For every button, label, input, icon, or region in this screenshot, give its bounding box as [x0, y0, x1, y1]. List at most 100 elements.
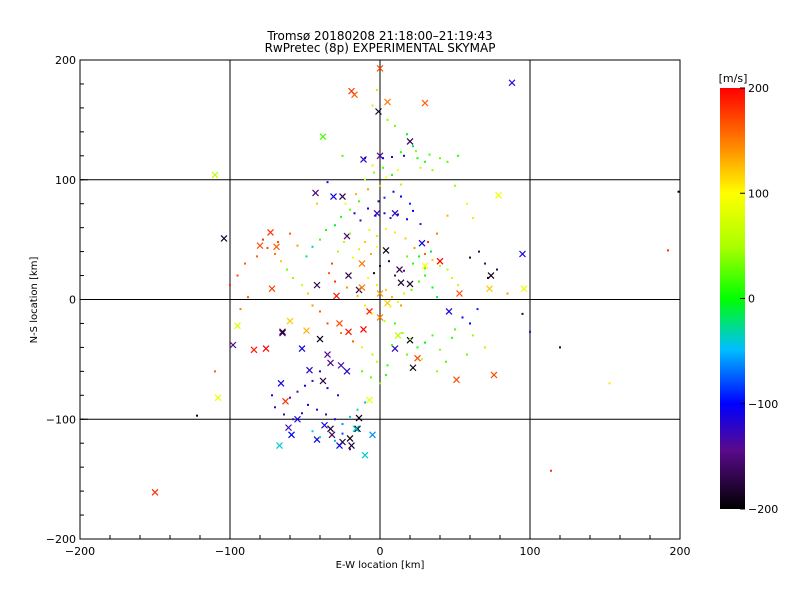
data-point-dot — [400, 151, 402, 154]
data-point-dot — [376, 284, 378, 287]
data-point-cross — [268, 285, 276, 293]
data-point-dot — [457, 284, 459, 287]
data-point-cross — [346, 434, 354, 442]
data-point-cross — [358, 284, 366, 291]
data-point-dot — [559, 346, 561, 349]
data-point-cross — [445, 308, 453, 315]
data-point-cross — [406, 138, 414, 145]
data-point-dot — [377, 200, 380, 203]
data-point-dot — [389, 217, 392, 220]
colorbar-tick-label: 0 — [748, 293, 755, 306]
data-point-cross — [321, 421, 328, 429]
data-point-dot — [344, 202, 347, 205]
chart-title: Tromsø 20180208 21:18:00–21:19:43 — [266, 29, 492, 43]
y-tick-label: 200 — [55, 54, 76, 67]
data-point-cross — [519, 250, 526, 258]
data-point-cross — [376, 314, 384, 321]
data-point-dot — [229, 284, 231, 287]
x-tick-label: 100 — [520, 545, 541, 558]
data-point-dot — [331, 262, 333, 265]
data-point-cross — [520, 285, 528, 293]
data-point-cross — [421, 262, 429, 270]
data-point-cross — [382, 246, 390, 254]
data-point-dot — [439, 264, 441, 267]
data-point-dot — [415, 150, 417, 153]
grid-lines — [80, 60, 680, 539]
data-point-cross — [360, 326, 367, 333]
data-point-dot — [424, 341, 426, 344]
data-point-dot — [667, 249, 669, 252]
data-point-cross — [421, 99, 429, 107]
data-point-dot — [439, 348, 441, 351]
data-point-cross — [343, 367, 351, 375]
data-point-dot — [341, 432, 344, 435]
data-point-cross — [376, 290, 384, 297]
data-point-dot — [385, 227, 387, 230]
colorbar-tick-label: −100 — [748, 398, 778, 411]
data-point-cross — [414, 354, 421, 362]
data-point-dot — [304, 384, 306, 387]
data-point-dot — [341, 423, 344, 426]
data-point-dot — [379, 382, 381, 385]
data-point-dot — [292, 418, 294, 421]
y-axis-ticks: −200 −100 0 100 200 — [46, 54, 88, 546]
data-point-dot — [283, 413, 285, 416]
x-axis-label: E-W location [km] — [336, 560, 425, 571]
data-point-cross — [354, 425, 361, 433]
data-point-dot — [461, 316, 464, 319]
data-point-dot — [292, 276, 294, 279]
data-point-dot — [359, 219, 362, 222]
y-tick-label: −200 — [46, 533, 76, 546]
data-point-dot — [608, 382, 611, 385]
data-point-dot — [469, 322, 471, 325]
chart-subtitle: RwPretec (8p) EXPERIMENTAL SKYMAP — [265, 41, 496, 55]
data-point-dot — [446, 268, 449, 271]
data-point-dot — [431, 334, 434, 337]
data-point-dot — [386, 118, 389, 121]
data-point-dot — [316, 202, 318, 205]
data-point-dot — [400, 304, 402, 307]
data-point-cross — [339, 193, 346, 200]
data-point-dot — [364, 157, 366, 160]
data-point-cross — [336, 320, 343, 327]
data-point-dot — [266, 247, 269, 250]
data-point-cross — [306, 366, 313, 374]
data-point-dot — [364, 241, 366, 244]
data-point-dot — [371, 353, 374, 356]
data-point-dot — [419, 166, 422, 169]
data-point-dot — [430, 250, 432, 253]
data-point-cross — [394, 332, 402, 339]
data-point-cross — [333, 292, 340, 300]
data-point-dot — [506, 292, 509, 295]
data-point-dot — [445, 360, 447, 363]
data-point-cross — [418, 239, 426, 247]
data-point-dot — [401, 332, 404, 335]
data-point-dot — [356, 294, 359, 297]
data-point-dot — [469, 256, 471, 259]
data-point-dot — [379, 184, 381, 187]
data-point-dot — [521, 312, 524, 315]
data-point-dot — [428, 153, 431, 156]
data-point-dot — [391, 173, 393, 176]
data-point-dot — [367, 207, 369, 210]
data-point-dot — [301, 412, 303, 415]
data-point-dot — [406, 133, 408, 136]
data-point-cross — [256, 242, 264, 250]
x-tick-label: −200 — [65, 545, 95, 558]
y-tick-label: 100 — [55, 174, 76, 187]
data-point-dot — [404, 237, 407, 240]
data-point-dot — [496, 268, 498, 271]
data-point-dot — [325, 413, 327, 416]
data-point-dot — [353, 212, 356, 215]
data-point-dot — [431, 169, 434, 172]
data-point-dot — [236, 274, 239, 277]
data-point-cross — [211, 171, 219, 179]
data-point-cross — [361, 451, 369, 459]
data-point-dot — [326, 322, 329, 325]
data-point-dot — [289, 232, 291, 235]
data-point-dot — [368, 229, 371, 232]
data-point-dot — [349, 415, 351, 418]
data-point-dot — [311, 430, 314, 433]
data-point-dot — [439, 157, 441, 160]
data-point-dot — [529, 330, 531, 333]
